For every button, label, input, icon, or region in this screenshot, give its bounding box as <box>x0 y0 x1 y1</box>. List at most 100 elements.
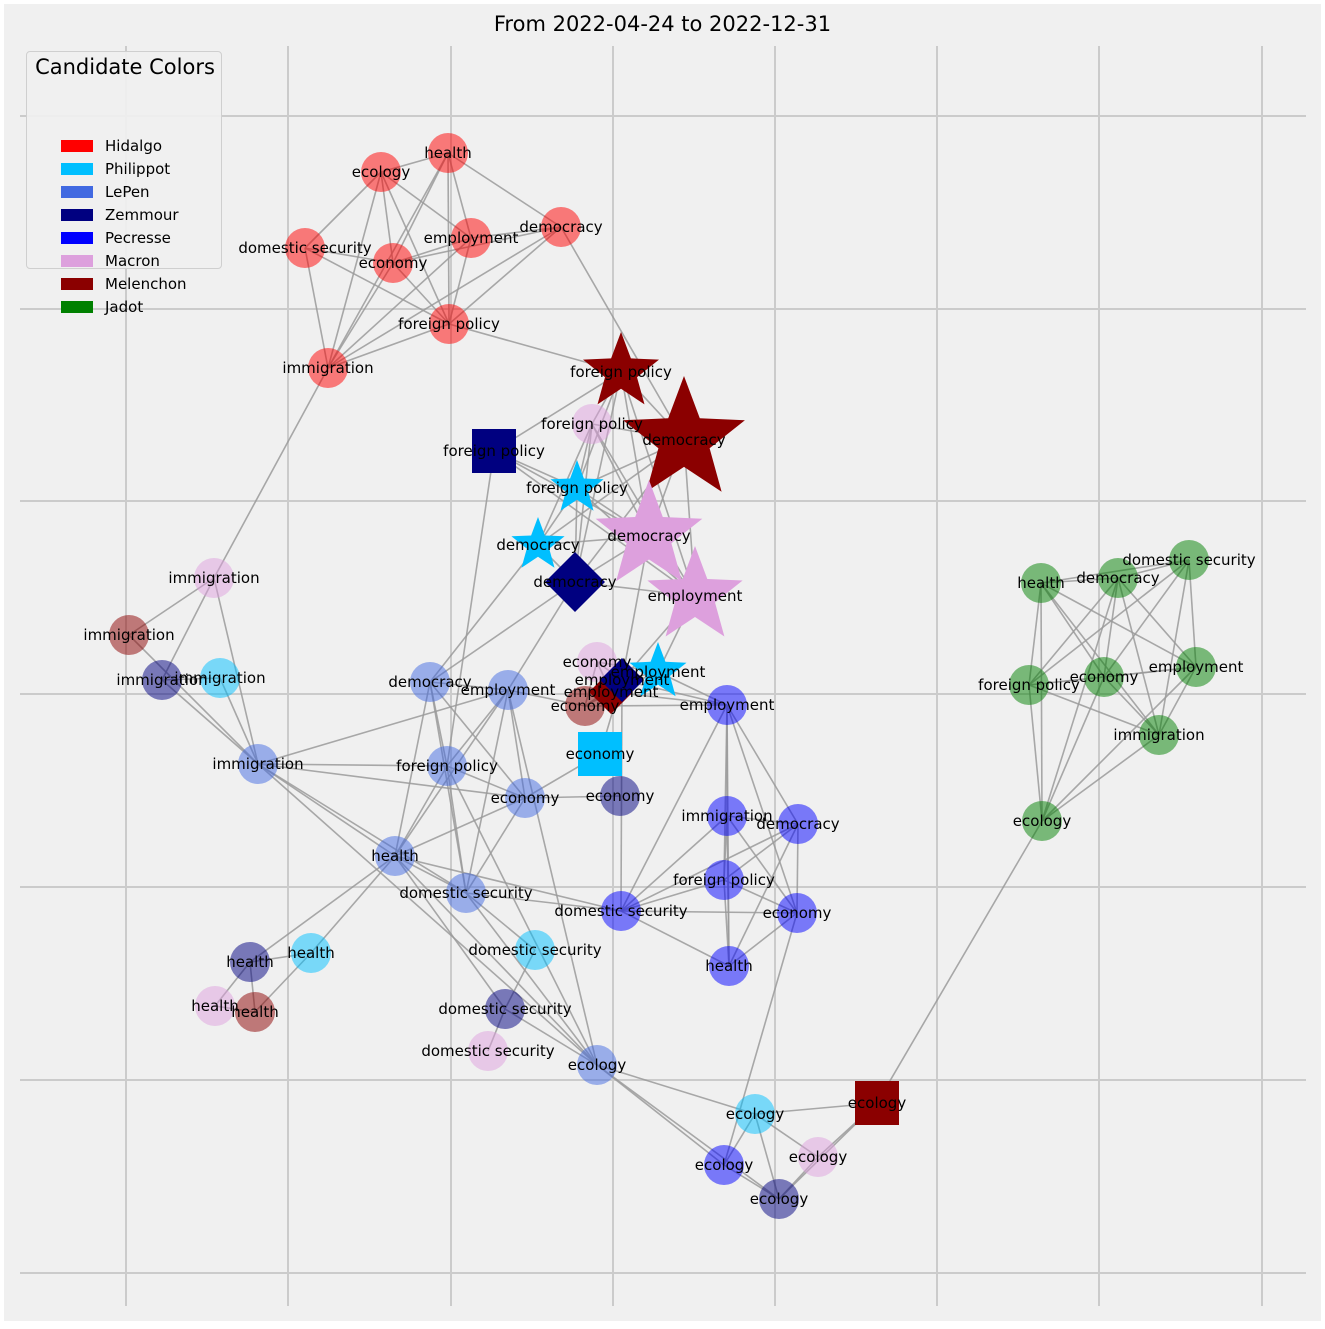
legend-label: Zemmour <box>105 206 179 224</box>
node-marker-me-foreign <box>583 332 659 405</box>
graph-edge <box>726 704 798 914</box>
graph-edge <box>257 689 509 765</box>
node-label: domestic security <box>438 1000 571 1018</box>
node-label: ecology <box>352 163 411 181</box>
graph-edge <box>1041 734 1160 822</box>
graph-edge <box>257 763 396 857</box>
node-label: democracy <box>756 815 839 833</box>
graph-edge <box>1040 582 1197 668</box>
graph-edge <box>447 152 562 228</box>
graph-edge <box>327 323 450 369</box>
node-marker-j-democracy <box>1098 558 1138 598</box>
node-marker-h-health <box>428 133 468 173</box>
graph-edge <box>392 152 449 264</box>
node-label: employment <box>680 696 775 714</box>
node-marker-ma-domsec <box>468 1031 508 1071</box>
node-label: immigration <box>83 626 174 644</box>
node-label: domestic security <box>421 1042 554 1060</box>
node-marker-j-health <box>1021 563 1061 603</box>
node-marker-l-economy <box>505 778 545 818</box>
node-marker-me-democracy <box>623 376 745 492</box>
node-label: economy <box>566 745 635 763</box>
graph-edge <box>876 820 1043 1104</box>
node-marker-j-economy <box>1084 657 1124 697</box>
graph-edge <box>128 634 259 765</box>
graph-edge <box>448 226 562 325</box>
node-label: immigration <box>174 669 265 687</box>
node-label: ecology <box>1013 812 1072 830</box>
legend-swatch <box>61 163 93 175</box>
graph-edge <box>620 910 730 967</box>
legend-swatch <box>61 186 93 198</box>
chart-title: From 2022-04-24 to 2022-12-31 <box>493 12 832 36</box>
graph-edge <box>429 544 539 683</box>
node-marker-me-ecology <box>855 1081 899 1125</box>
node-marker-ma-economy <box>577 642 617 682</box>
legend-label: Jadot <box>105 298 144 316</box>
legend-label: Macron <box>105 252 160 270</box>
node-label: health <box>371 847 418 865</box>
node-marker-h-employment <box>451 218 491 258</box>
node-marker-j-employment <box>1176 647 1216 687</box>
node-label: health <box>226 953 273 971</box>
legend-swatch <box>61 140 93 152</box>
node-label: ecology <box>726 1105 785 1123</box>
graph-edge <box>1041 577 1119 822</box>
node-marker-pe-democracy <box>778 804 818 844</box>
graph-edge <box>446 765 598 1066</box>
legend-swatch <box>61 278 93 290</box>
node-label: ecology <box>695 1156 754 1174</box>
node-marker-j-domsec <box>1169 540 1209 580</box>
node-marker-p-foreign <box>550 460 604 511</box>
graph-edge <box>380 171 450 325</box>
node-marker-p-domsec <box>515 930 555 970</box>
node-marker-z-health <box>230 942 270 982</box>
graph-edge <box>257 763 448 767</box>
legend-label: Melenchon <box>105 275 187 293</box>
graph-edge <box>465 892 622 912</box>
node-marker-z-employment <box>600 658 644 702</box>
node-marker-ma-foreign <box>572 404 612 444</box>
node-marker-z-economy <box>600 776 640 816</box>
node-label: immigration <box>681 807 772 825</box>
node-label: health <box>424 144 471 162</box>
node-label: domestic security <box>238 239 371 257</box>
node-label: foreign policy <box>673 871 775 889</box>
node-label: democracy <box>607 527 690 545</box>
node-marker-l-ecology <box>577 1045 617 1085</box>
node-marker-ma-health <box>195 986 235 1026</box>
node-marker-h-ecology <box>361 152 401 192</box>
graph-edge <box>394 855 622 912</box>
node-label: immigration <box>282 359 373 377</box>
node-marker-pe-foreign <box>704 860 744 900</box>
node-label: democracy <box>1076 569 1159 587</box>
node-label: immigration <box>212 755 303 773</box>
node-marker-l-foreign <box>427 746 467 786</box>
graph-edge <box>1041 676 1105 822</box>
graph-edge <box>1028 577 1119 686</box>
node-label: foreign policy <box>570 363 672 381</box>
node-label: democracy <box>388 673 471 691</box>
graph-edge <box>465 892 598 1066</box>
graph-edge <box>429 681 526 799</box>
node-label: economy <box>1070 668 1139 686</box>
node-marker-z-ecology <box>759 1179 799 1219</box>
node-marker-j-foreign <box>1009 665 1049 705</box>
graph-edge <box>327 262 394 369</box>
node-marker-pe-immigration <box>707 796 747 836</box>
graph-edge <box>1028 684 1160 736</box>
node-label: democracy <box>496 536 579 554</box>
node-marker-z-democracy <box>545 552 605 612</box>
node-label: immigration <box>168 569 259 587</box>
graph-edge <box>249 855 396 963</box>
node-marker-p-ecology <box>735 1094 775 1134</box>
graph-edge <box>620 815 728 912</box>
node-label: employment <box>424 229 519 247</box>
node-label: employment <box>1149 658 1244 676</box>
graph-edge <box>327 237 472 369</box>
graph-edge <box>596 1064 725 1166</box>
node-label: democracy <box>642 431 725 449</box>
node-marker-j-ecology <box>1022 801 1062 841</box>
node-label: foreign policy <box>396 757 498 775</box>
